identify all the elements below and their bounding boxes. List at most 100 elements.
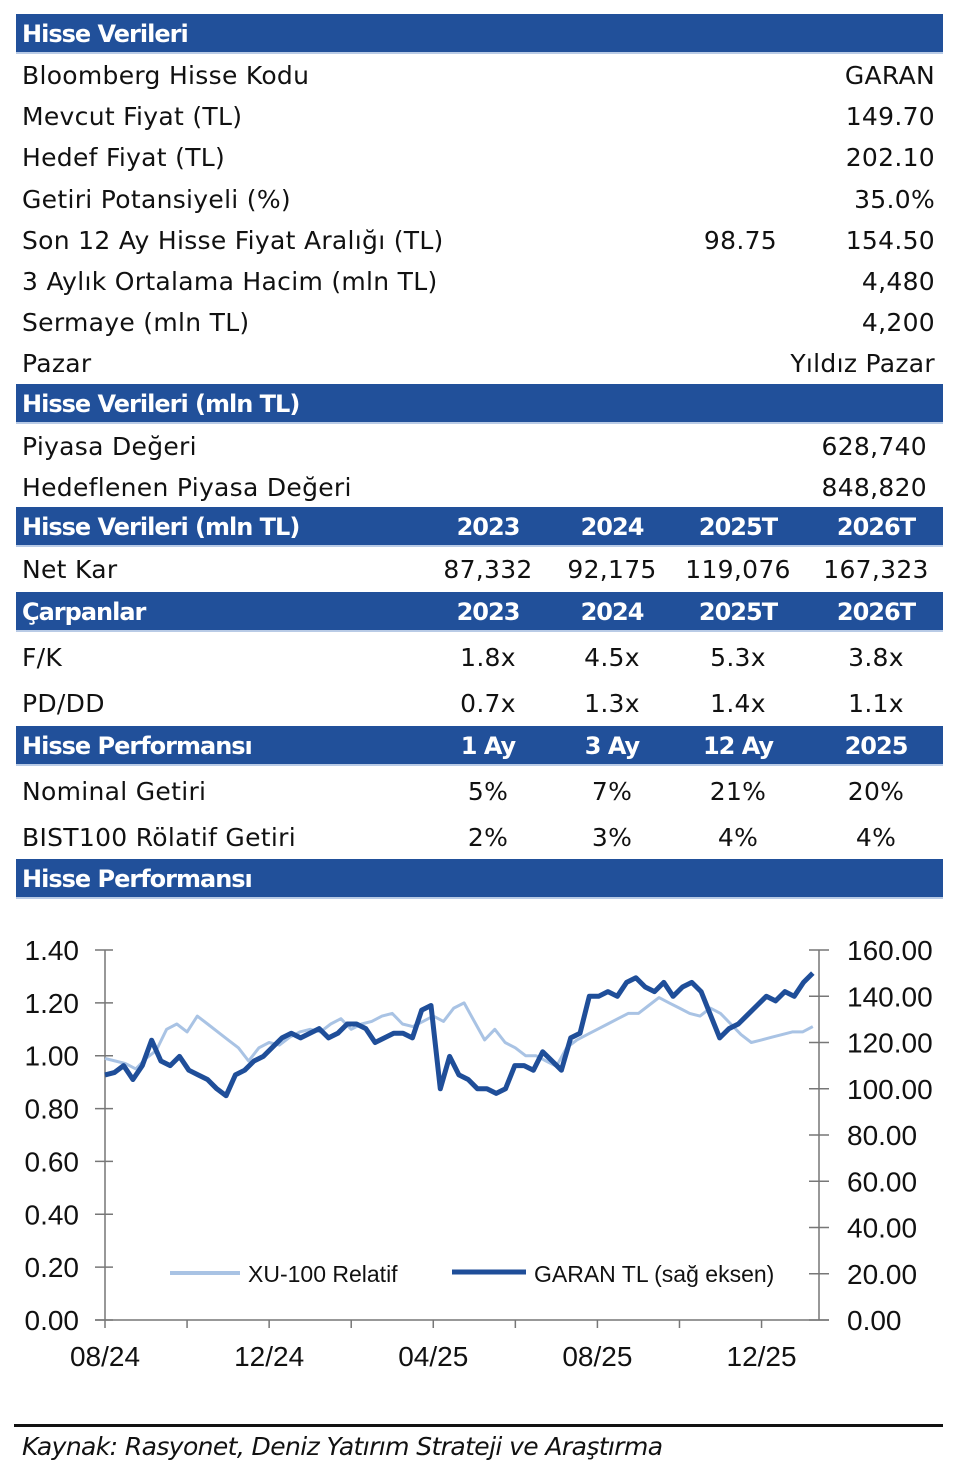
chart-title: Hisse Performansı	[22, 865, 253, 893]
cell-value: 21%	[709, 777, 767, 806]
left-axis-tick-label: 1.00	[25, 1041, 80, 1072]
cell-value: 1.8x	[460, 643, 516, 672]
right-axis-tick-label: 20.00	[847, 1259, 917, 1290]
x-axis-tick-label: 08/24	[70, 1341, 140, 1372]
column-header: 12 Ay	[702, 732, 774, 760]
row-label: Net Kar	[22, 555, 118, 584]
cell-value: 2%	[467, 823, 509, 852]
x-axis-tick-label: 12/25	[727, 1341, 797, 1372]
row-label: 3 Aylık Ortalama Hacim (mln TL)	[22, 267, 438, 296]
cell-value: 87,332	[443, 555, 533, 584]
column-header: 2025	[844, 732, 909, 760]
series-line-garan-tl	[104, 971, 815, 1099]
cell-value: 0.7x	[460, 689, 516, 718]
row-label: PD/DD	[22, 689, 105, 718]
cell-value: 119,076	[685, 555, 791, 584]
net-profit-header: Hisse Verileri (mln TL) 2023 2024 2025T …	[16, 507, 943, 547]
left-axis-tick-label: 0.20	[25, 1252, 80, 1283]
table-row: 3 Aylık Ortalama Hacim (mln TL) 4,480	[16, 261, 943, 302]
row-label: Son 12 Ay Hisse Fiyat Aralığı (TL)	[22, 225, 444, 255]
source-note: Kaynak: Rasyonet, Deniz Yatırım Strateji…	[22, 1432, 663, 1461]
cell-value: 3%	[591, 823, 633, 852]
cell-value: 3.8x	[848, 643, 904, 672]
cell-value: 1.3x	[584, 689, 640, 718]
left-axis-tick-label: 1.40	[25, 935, 80, 966]
table-row: Piyasa Değeri 628,740	[16, 426, 943, 467]
right-axis-tick-label: 120.00	[847, 1028, 933, 1059]
row-label: Sermaye (mln TL)	[22, 308, 250, 338]
footer-divider	[14, 1424, 943, 1427]
chart-legend: XU-100 Relatif GARAN TL (sağ eksen)	[170, 1261, 774, 1287]
column-header: 2024	[580, 598, 645, 626]
right-axis-tick-label: 60.00	[847, 1166, 917, 1197]
left-axis-tick-label: 1.20	[25, 988, 80, 1019]
row-value: 628,740	[821, 432, 927, 461]
right-axis-tick-label: 100.00	[847, 1074, 933, 1105]
row-label: Bloomberg Hisse Kodu	[22, 61, 310, 90]
table-row: Mevcut Fiyat (TL) 149.70	[16, 96, 943, 137]
row-label: F/K	[22, 643, 63, 672]
row-value: 848,820	[821, 473, 927, 502]
cell-value: 5%	[467, 777, 509, 806]
section-title: Çarpanlar	[22, 598, 146, 626]
row-value: 202.10	[845, 143, 935, 173]
left-axis-tick-label: 0.40	[25, 1199, 80, 1230]
cell-value: 1.1x	[848, 689, 904, 718]
row-label: Getiri Potansiyeli (%)	[22, 184, 291, 214]
right-axis-tick-label: 40.00	[847, 1213, 917, 1244]
table-row: Bloomberg Hisse Kodu GARAN	[16, 55, 943, 96]
column-header: 2025T	[698, 598, 778, 626]
series-line-xu100-relative	[104, 996, 814, 1071]
section-title: Hisse Verileri	[22, 20, 189, 48]
chart-header: Hisse Performansı	[16, 859, 943, 899]
performance-chart: 0.00 0.20 0.40 0.60 0.80 1.00 1.20 1.40 0.00 20.0…	[25, 935, 933, 1372]
cell-value: 4%	[717, 823, 759, 852]
table-row: Hedeflenen Piyasa Değeri 848,820	[16, 467, 943, 508]
column-header: 2026T	[836, 598, 916, 626]
right-axis-tick-label: 80.00	[847, 1120, 917, 1151]
column-header: 1 Ay	[460, 732, 516, 760]
cell-value: 7%	[591, 777, 633, 806]
row-value: 35.0%	[854, 184, 935, 214]
market-value-header: Hisse Verileri (mln TL)	[16, 384, 943, 424]
row-value: GARAN	[844, 61, 935, 90]
table-row: Getiri Potansiyeli (%) 35.0%	[16, 179, 943, 220]
row-value: 149.70	[845, 102, 935, 132]
row-label: Hedeflenen Piyasa Değeri	[22, 473, 352, 502]
cell-value: 4.5x	[584, 643, 640, 672]
section-title: Hisse Verileri (mln TL)	[22, 390, 300, 418]
row-label: Hedef Fiyat (TL)	[22, 143, 226, 173]
column-header: 3 Ay	[584, 732, 640, 760]
stock-data-header: Hisse Verileri	[16, 14, 943, 54]
x-axis-tick-label: 04/25	[398, 1341, 468, 1372]
right-axis-tick-label: 0.00	[847, 1305, 902, 1336]
row-label: Nominal Getiri	[22, 777, 207, 806]
section-title: Hisse Performansı	[22, 732, 253, 760]
table-row: Pazar Yıldız Pazar	[16, 343, 943, 384]
left-axis-tick-label: 0.60	[25, 1146, 80, 1177]
x-axis-tick-label: 12/24	[234, 1341, 304, 1372]
row-label: Mevcut Fiyat (TL)	[22, 102, 243, 132]
table-row: Son 12 Ay Hisse Fiyat Aralığı (TL) 98.75 1…	[16, 220, 943, 261]
column-header: 2024	[580, 513, 645, 541]
table-row: Net Kar 87,332 92,175 119,076 167,323	[16, 549, 943, 590]
cell-value: 92,175	[567, 555, 657, 584]
x-axis-tick-label: 08/25	[562, 1341, 632, 1372]
left-axis-tick-label: 0.00	[25, 1305, 80, 1336]
table-row: BIST100 Rölatif Getiri 2% 3% 4% 4%	[16, 817, 943, 858]
table-row: Sermaye (mln TL) 4,200	[16, 302, 943, 343]
section-title: Hisse Verileri (mln TL)	[22, 513, 300, 541]
row-value: 4,480	[861, 267, 935, 296]
performance-header: Hisse Performansı 1 Ay 3 Ay 12 Ay 2025	[16, 726, 943, 766]
row-value: 154.50	[845, 225, 935, 255]
cell-value: 20%	[847, 777, 905, 806]
multiples-header: Çarpanlar 2023 2024 2025T 2026T	[16, 592, 943, 632]
row-value: Yıldız Pazar	[790, 349, 935, 379]
table-row: F/K 1.8x 4.5x 5.3x 3.8x	[16, 637, 943, 678]
row-value: 4,200	[861, 308, 935, 338]
cell-value: 167,323	[823, 555, 929, 584]
table-row: PD/DD 0.7x 1.3x 1.4x 1.1x	[16, 683, 943, 724]
right-axis-tick-label: 160.00	[847, 935, 933, 966]
column-header: 2026T	[836, 513, 916, 541]
row-label: Pazar	[22, 349, 92, 379]
